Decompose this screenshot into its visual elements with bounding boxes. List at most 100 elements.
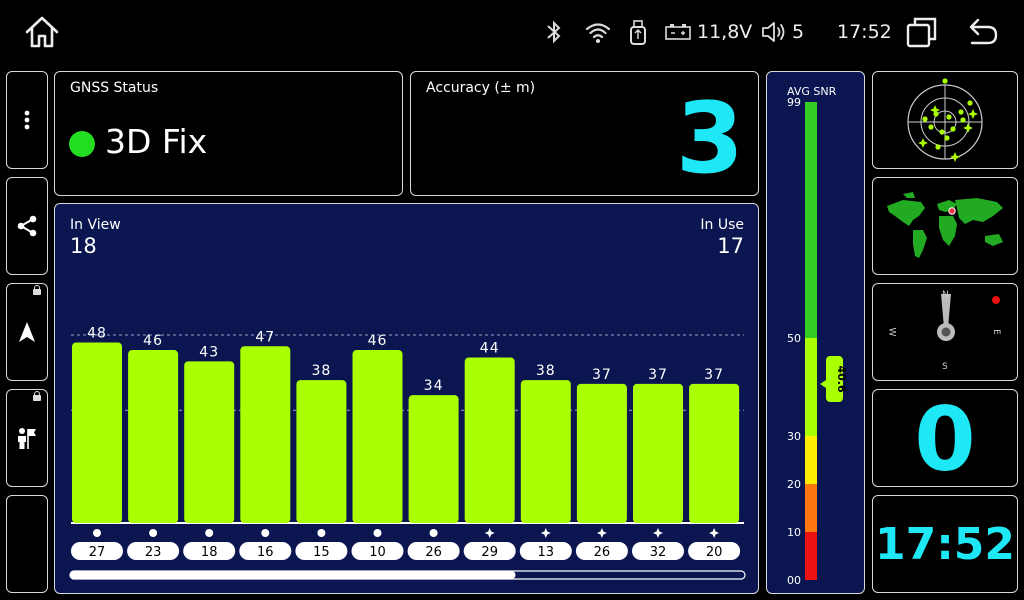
night-mode-button[interactable] — [6, 495, 48, 593]
scrollbar-thumb[interactable] — [70, 571, 516, 579]
gnss-status-panel[interactable]: GNSS Status 3D Fix — [54, 71, 403, 196]
accuracy-panel[interactable]: Accuracy (± m) 3 — [410, 71, 759, 196]
signal-bar — [184, 361, 235, 523]
signal-value-label: 43 — [199, 344, 219, 360]
battery-voltage: 11,8V — [697, 21, 753, 43]
satellite-id-pill — [688, 542, 741, 560]
sky-plot-icon — [907, 78, 983, 162]
wifi-icon — [584, 0, 612, 64]
navigation-button[interactable] — [6, 283, 48, 381]
constellation-dot-icon — [93, 529, 101, 537]
snr-tick-label: 10 — [787, 526, 801, 539]
gnss-status-label: GNSS Status — [70, 80, 159, 96]
snr-tick-label: 99 — [787, 96, 801, 109]
snr-marker-pointer — [820, 380, 826, 389]
satellite-snr-bar-chart: 48 27 46 23 43 18 47 16 38 15 46 10 34 26 44 29 38 13 37 26… — [69, 326, 746, 580]
compass-panel[interactable]: N E S W — [872, 283, 1018, 381]
snr-gauge-segment — [805, 102, 817, 338]
satellite-id-label: 20 — [706, 545, 723, 560]
speed-value: 0 — [914, 388, 976, 491]
satellite-id-pill — [127, 542, 180, 560]
satellite-id-label: 16 — [257, 545, 274, 560]
lock-icon — [33, 285, 41, 295]
satellite-id-label: 29 — [481, 545, 498, 560]
constellation-star-icon — [709, 528, 720, 538]
snr-value-marker — [826, 356, 843, 403]
satellite-id-pill — [239, 542, 292, 560]
constellation-star-icon — [540, 528, 551, 538]
signal-value-label: 38 — [536, 363, 556, 379]
battery-icon — [664, 0, 692, 64]
compass-west: W — [886, 327, 897, 337]
signal-value-label: 46 — [368, 333, 388, 349]
clock-value: 17:52 — [874, 519, 1016, 570]
satellite-id-label: 13 — [538, 545, 555, 560]
satellite-signal-panel[interactable]: In View 18 In Use 17 48 27 46 23 43 18 47 16 38 1… — [54, 203, 759, 594]
volume-level: 5 — [792, 21, 805, 43]
signal-bar — [296, 380, 347, 523]
status-clock: 17:52 — [837, 21, 892, 43]
share-icon — [17, 215, 37, 237]
signal-bar — [72, 342, 122, 523]
world-map-panel[interactable] — [872, 177, 1018, 275]
guide-button[interactable] — [6, 389, 48, 487]
constellation-dot-icon — [373, 529, 382, 537]
snr-gauge-segment — [805, 532, 817, 580]
avg-snr-panel: AVG SNR 99 50 30 20 10 00 40.6 — [766, 71, 865, 594]
signal-bar — [576, 383, 627, 523]
lock-icon — [33, 391, 41, 401]
compass-east: E — [990, 329, 1001, 335]
snr-gauge-segment — [805, 484, 817, 532]
avg-snr-gauge: 99 50 30 20 10 00 40.6 — [787, 96, 848, 587]
snr-tick-label: 30 — [787, 430, 801, 443]
constellation-dot-icon — [205, 529, 214, 537]
snr-tick-label: 20 — [787, 478, 801, 491]
signal-value-label: 48 — [87, 326, 107, 342]
satellite-id-label: 26 — [425, 545, 442, 560]
constellation-star-icon — [653, 528, 663, 538]
compass-north: N — [942, 290, 949, 300]
usb-icon — [628, 0, 648, 64]
snr-gauge-segment — [805, 436, 817, 484]
back-icon[interactable] — [966, 0, 1000, 64]
signal-value-label: 47 — [255, 329, 275, 345]
bluetooth-icon — [545, 0, 563, 64]
constellation-star-icon — [484, 528, 495, 538]
signal-bar — [689, 383, 740, 523]
constellation-dot-icon — [429, 529, 438, 537]
snr-tick-label: 00 — [787, 574, 801, 587]
signal-value-label: 37 — [704, 367, 724, 383]
constellation-dot-icon — [317, 529, 326, 537]
more-vert-icon — [24, 110, 30, 130]
signal-bar — [633, 383, 683, 523]
navigation-arrow-icon — [19, 322, 35, 342]
compass-south: S — [942, 362, 948, 372]
accuracy-label: Accuracy (± m) — [426, 80, 536, 96]
recent-apps-icon[interactable] — [906, 0, 938, 64]
world-map-icon — [887, 192, 1003, 258]
signal-value-label: 34 — [424, 378, 444, 394]
in-view-label: In View — [70, 217, 121, 233]
satellite-id-pill — [519, 542, 572, 560]
volume-icon[interactable] — [760, 0, 788, 64]
signal-value-label: 38 — [311, 363, 331, 379]
satellite-id-pill — [575, 542, 628, 560]
satellite-id-label: 15 — [313, 545, 330, 560]
sky-view-panel[interactable] — [872, 71, 1018, 169]
in-use-count: 17 — [717, 234, 744, 258]
share-button[interactable] — [6, 177, 48, 275]
menu-button[interactable] — [6, 71, 48, 169]
accuracy-value: 3 — [675, 82, 744, 196]
constellation-star-icon — [596, 528, 607, 538]
satellite-id-pill — [407, 542, 460, 560]
snr-tick-label: 50 — [787, 332, 801, 345]
satellite-id-pill — [632, 542, 684, 560]
speed-panel[interactable]: 0 — [872, 388, 1018, 491]
satellite-id-label: 26 — [594, 545, 611, 560]
signal-value-label: 37 — [592, 367, 612, 383]
home-icon[interactable] — [22, 0, 62, 64]
satellite-id-label: 23 — [145, 545, 162, 560]
clock-panel[interactable]: 17:52 — [872, 495, 1018, 593]
compass-icon — [937, 294, 1000, 341]
satellite-id-pill — [351, 542, 404, 560]
